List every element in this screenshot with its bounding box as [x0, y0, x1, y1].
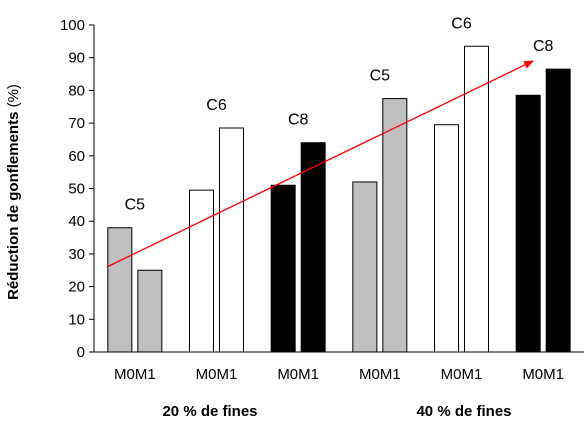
- bar-c6-m0-4: [434, 124, 459, 353]
- y-tick-label: 70: [68, 115, 85, 132]
- group-label-20: 20 % de fines: [162, 403, 257, 420]
- y-tick-label: 20: [68, 279, 85, 296]
- group-label-40: 40 % de fines: [416, 403, 511, 420]
- x-category-label: M0M1: [114, 366, 156, 383]
- y-tick-label: 80: [68, 82, 85, 99]
- bar-c6-m0-1: [189, 189, 214, 353]
- y-tick-label: 30: [68, 246, 85, 263]
- y-tick-label: 50: [68, 181, 85, 198]
- x-category-label: M0M1: [359, 366, 401, 383]
- y-tick-label: 90: [68, 50, 85, 67]
- x-category-label: M0M1: [196, 366, 238, 383]
- y-tick-label: 60: [68, 148, 85, 165]
- y-tick-label: 40: [68, 213, 85, 230]
- cement-label: C8: [288, 112, 309, 129]
- trend-arrow: [106, 60, 535, 268]
- x-category-label: M0M1: [277, 366, 319, 383]
- y-axis-title: Réduction de gonflements (%): [5, 84, 22, 300]
- bar-labels: C5 C6 C8 C5 C6 C8: [125, 15, 554, 213]
- bar-c8-m0-2: [270, 184, 296, 353]
- bar-c5-m1-3: [382, 98, 408, 353]
- bar-c6-m1-4: [464, 45, 489, 353]
- cement-label: C5: [370, 68, 391, 85]
- bar-c8-m1-2: [300, 142, 326, 353]
- bar-c6-m1-1: [219, 127, 244, 353]
- trend-arrow-line: [106, 60, 535, 268]
- bar-c5-m0-0: [107, 227, 133, 353]
- x-axis: M0M1 M0M1 M0M1 M0M1 M0M1 M0M1: [94, 351, 584, 383]
- cement-label: C8: [533, 38, 554, 55]
- y-tick-label: 0: [77, 344, 85, 361]
- bar-c8-m0-5: [515, 94, 541, 353]
- y-tick-label: 100: [60, 17, 85, 34]
- cement-label: C6: [451, 15, 472, 32]
- y-tick-label: 10: [68, 311, 85, 328]
- cement-label: C5: [125, 197, 146, 214]
- x-category-label: M0M1: [441, 366, 483, 383]
- y-axis: 0 10 20 30 40 50 60 70 80 90 100: [60, 17, 95, 361]
- bar-c5-m0-3: [352, 181, 378, 353]
- bar-c5-m1-0: [137, 269, 163, 353]
- bar-c8-m1-5: [545, 68, 571, 353]
- bars: [107, 45, 571, 353]
- x-category-label: M0M1: [522, 366, 564, 383]
- cement-label: C6: [206, 97, 227, 114]
